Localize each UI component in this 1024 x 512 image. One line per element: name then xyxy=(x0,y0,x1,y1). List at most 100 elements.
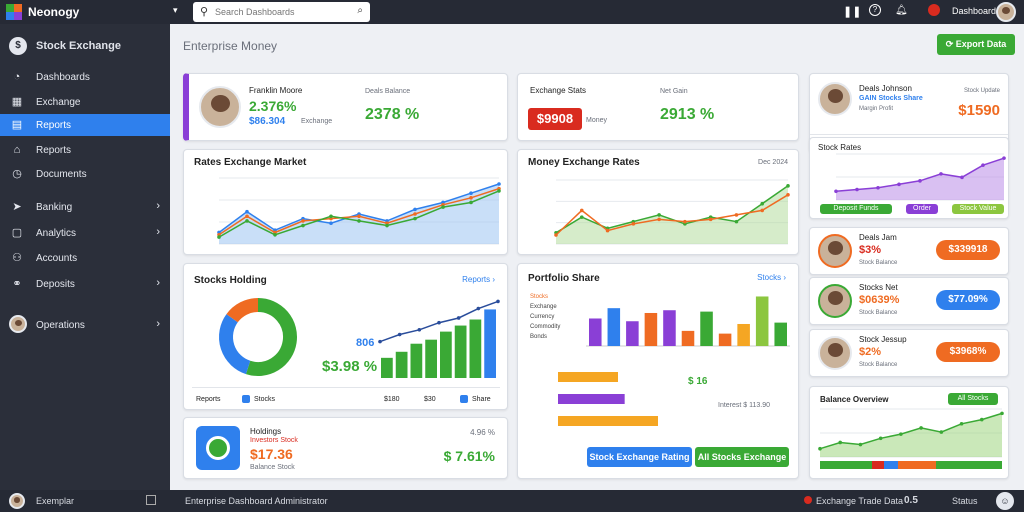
chart-icon: ▤ xyxy=(11,119,23,131)
record-icon xyxy=(804,496,812,504)
sidebar-item-deposits[interactable]: ⚭ Deposits › xyxy=(0,273,170,295)
portfolio-bar xyxy=(589,318,602,346)
clock-icon: ◷ xyxy=(12,168,22,180)
grid-icon: ▦ xyxy=(11,96,23,108)
donut-slice-0 xyxy=(245,298,297,376)
refresh-icon: ⟳ xyxy=(945,39,956,49)
portfolio-label-right: $ 16 xyxy=(688,376,708,387)
holding-divider xyxy=(192,387,500,388)
sidebar-item-reports[interactable]: ▤ Reports xyxy=(0,114,170,136)
assistant-icon[interactable]: ☺ xyxy=(996,492,1014,510)
all-stocks-button[interactable]: All Stocks Exchange xyxy=(695,447,789,467)
search-box[interactable]: ⚲ ⌕ xyxy=(193,2,370,22)
data-point xyxy=(217,235,221,239)
data-point xyxy=(786,184,790,188)
stats-label: Exchange Stats xyxy=(530,86,587,95)
data-point xyxy=(497,189,501,193)
right-top-sub: Margin Profit xyxy=(859,106,894,112)
hbar xyxy=(558,372,618,382)
data-point xyxy=(855,187,859,192)
holding-bar xyxy=(454,325,467,378)
rates-chart-title: Rates Exchange Market xyxy=(194,157,307,168)
data-point xyxy=(878,436,883,441)
app-menu-chevron-icon[interactable]: ▾ xyxy=(173,5,178,15)
data-point xyxy=(301,223,305,228)
right-row-1-value: $3% xyxy=(859,244,882,256)
notification-icon[interactable]: 🔔︎ xyxy=(895,5,908,16)
holding-bottom-right3: Share xyxy=(472,396,491,403)
portfolio-bar xyxy=(737,323,750,346)
all-stocks-pill[interactable]: All Stocks xyxy=(948,393,998,405)
holding-value: $3.98 % xyxy=(322,358,378,375)
data-point xyxy=(273,232,277,237)
user-name[interactable]: Dashboard xyxy=(952,6,997,16)
data-point xyxy=(939,172,943,176)
hbar xyxy=(558,394,625,404)
stocks-holding-link[interactable]: Reports › xyxy=(462,275,495,284)
portfolio-bar xyxy=(700,311,713,346)
search-input[interactable] xyxy=(215,5,345,19)
data-point xyxy=(413,207,417,212)
legend-item-currency: Currency xyxy=(530,314,555,320)
order-button[interactable]: Order xyxy=(906,204,938,214)
balance-overview-card: Balance Overview All Stocks xyxy=(809,386,1009,479)
money-chart-title: Money Exchange Rates xyxy=(528,157,640,168)
holding-bottom-left: Reports xyxy=(196,396,221,403)
data-point xyxy=(441,205,445,209)
data-point xyxy=(760,208,765,213)
portfolio-link[interactable]: Stocks › xyxy=(757,273,786,282)
portfolio-hbar-chart xyxy=(558,372,658,426)
data-point xyxy=(301,219,305,223)
legend-item-exchange: Exchange xyxy=(530,304,557,310)
sidebar-item-home[interactable]: ⌂ Reports xyxy=(0,139,170,161)
money-line-chart xyxy=(554,179,790,245)
deposit-funds-button[interactable]: Deposit Funds xyxy=(820,204,892,214)
profile-card: Franklin Moore 2.376% $86.304 Exchange D… xyxy=(183,73,508,141)
series-area-0 xyxy=(556,185,788,244)
data-point xyxy=(497,182,501,186)
stock-rating-button[interactable]: Stock Exchange Rating xyxy=(587,447,692,467)
user-avatar[interactable] xyxy=(996,2,1016,22)
data-point xyxy=(919,426,923,430)
portfolio-bar xyxy=(607,308,621,346)
holding-bottom-mid: Stocks xyxy=(254,396,276,403)
data-point xyxy=(413,216,417,221)
wallet-right-value: $ 7.61% xyxy=(443,448,495,464)
portfolio-bar xyxy=(718,333,732,346)
sidebar-item-exchange[interactable]: ▦ Exchange xyxy=(11,96,81,108)
sidebar-header[interactable]: $ Stock Exchange xyxy=(0,34,170,58)
right-row-2-name: Stocks Net xyxy=(859,283,898,292)
chevron-right-icon: › xyxy=(156,277,160,289)
stock-value-button[interactable]: Stock Value xyxy=(952,204,1004,214)
search-submit-icon[interactable]: ⌕ xyxy=(357,5,363,16)
series-area-0 xyxy=(820,413,1002,457)
sidebar-item-documents[interactable]: ◷ Documents xyxy=(0,163,170,185)
right-row-card-1: Deals Jam $3% Stock Balance $339918 xyxy=(809,227,1009,275)
footer-user-avatar[interactable] xyxy=(9,493,25,509)
portfolio-bar xyxy=(644,312,658,346)
profile-name: Franklin Moore xyxy=(249,86,303,95)
donut-chart xyxy=(219,298,297,376)
holding-bar xyxy=(395,351,408,378)
data-point xyxy=(897,182,901,187)
portfolio-bottom-note: Interest $ 113.90 xyxy=(718,402,771,409)
sidebar-item-dashboards[interactable]: ◔ Dashboards xyxy=(0,66,170,88)
sidebar-item-accounts[interactable]: ⚇ Accounts xyxy=(0,247,170,269)
legend-item-stocks: Stocks xyxy=(530,294,549,300)
data-point xyxy=(981,163,985,167)
footer-r1: Exchange Trade Data xyxy=(816,496,904,506)
sidebar-item-analytics[interactable]: ▢ Analytics › xyxy=(11,226,160,239)
bookmark-icon[interactable]: ❚❚ xyxy=(843,6,862,18)
collapse-icon[interactable] xyxy=(146,495,156,505)
help-icon[interactable]: ? xyxy=(869,4,881,16)
wallet-title: Holdings xyxy=(250,427,282,436)
stats-right-label: Net Gain xyxy=(660,88,688,95)
portfolio-bar xyxy=(774,322,787,346)
sidebar-item-banking[interactable]: ➤ Banking › xyxy=(0,196,170,218)
donut-slice-1 xyxy=(219,314,251,375)
right-row-1-badge: $339918 xyxy=(936,240,1000,260)
export-button[interactable]: ⟳ Export Data xyxy=(937,34,1015,55)
sidebar-item-operations[interactable]: Operations › xyxy=(0,314,170,336)
alert-icon[interactable] xyxy=(928,4,940,16)
profile-right-label: Deals Balance xyxy=(365,88,411,95)
